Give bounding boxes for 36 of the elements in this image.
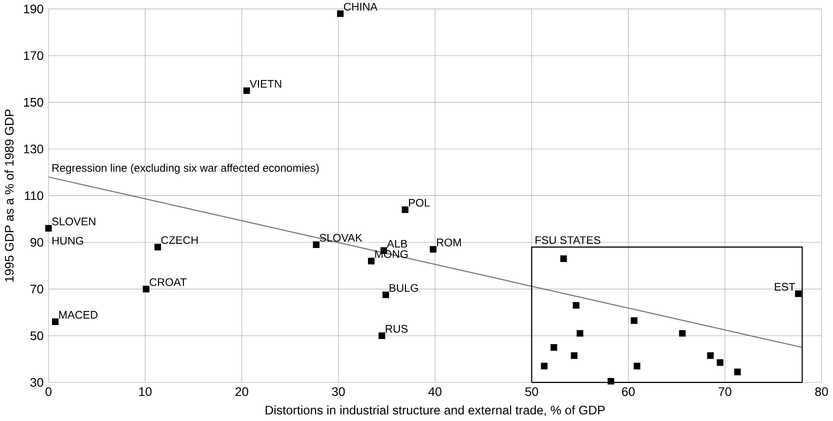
annotation: ALB	[386, 240, 408, 248]
x-tick-label: 10	[139, 387, 152, 396]
annotation: BULG	[390, 284, 418, 292]
y-tick-label: 70	[30, 284, 44, 294]
y-tick-label: 90	[30, 238, 44, 247]
x-axis-title: Distortions in industrial structure and external trade, % of GDP	[266, 406, 605, 416]
y-tick-label: 190	[24, 4, 44, 14]
annotation: Regression line (excluding six war affected economies)	[52, 164, 319, 174]
x-tick-label: 0	[46, 387, 52, 396]
annotation: MACED	[59, 311, 98, 319]
annotation: FSU STATES	[536, 236, 600, 244]
annotation: VIETN	[250, 80, 282, 88]
x-tick-label: 70	[718, 387, 732, 396]
x-tick-label: 50	[525, 387, 538, 396]
y-tick-label: 30	[30, 378, 44, 388]
y-axis-title: 1995 GDP as a % of 1989 GDP	[4, 110, 14, 282]
x-tick-label: 80	[815, 387, 828, 396]
annotation: EST	[774, 283, 796, 291]
x-tick-label: 20	[236, 387, 248, 396]
x-tick-label: 40	[428, 387, 442, 396]
y-tick-label: 150	[24, 98, 44, 107]
annotation: POL	[409, 199, 430, 207]
annotation: CZECH	[161, 236, 198, 244]
annotation: RUS	[386, 325, 408, 333]
x-tick-label: 60	[622, 387, 635, 396]
y-tick-label: 110	[24, 192, 44, 200]
y-tick-label: 170	[24, 51, 44, 60]
y-tick-label: 130	[24, 144, 44, 154]
y-tick-label: 50	[30, 332, 44, 340]
x-tick-label: 30	[332, 387, 345, 396]
annotation: HUNG	[52, 237, 84, 245]
annotation: CROAT	[150, 278, 187, 286]
annotation: ROM	[437, 238, 461, 247]
annotation: CHINA	[344, 3, 378, 11]
annotation: SLOVAK	[320, 234, 362, 242]
annotation: SLOVEN	[52, 218, 96, 226]
